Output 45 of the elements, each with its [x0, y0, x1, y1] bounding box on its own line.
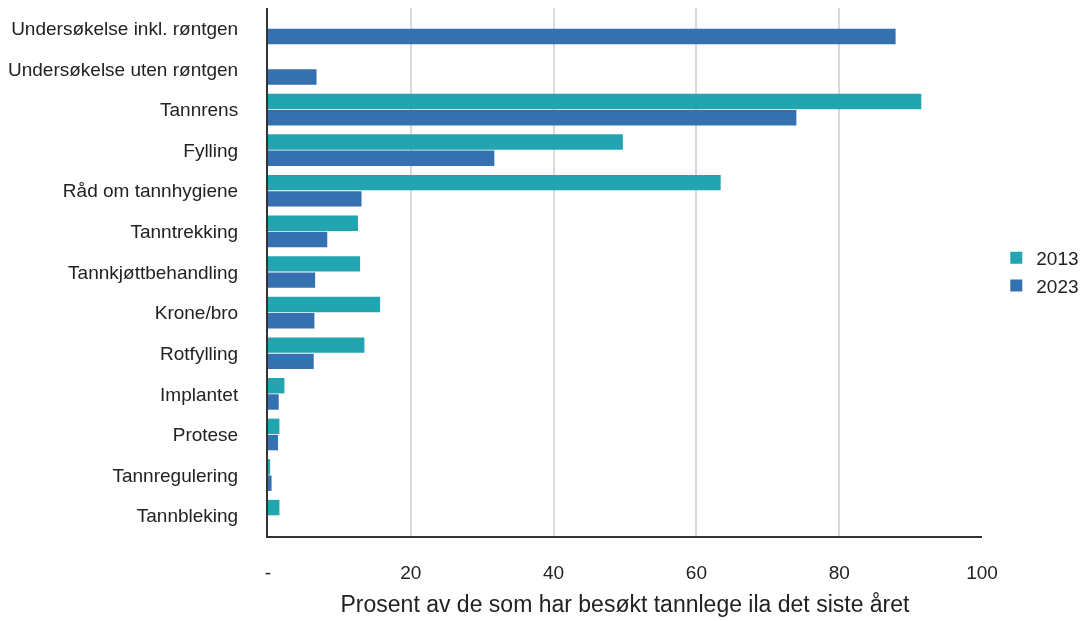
- x-tick-label: -: [264, 561, 272, 583]
- legend-label: 2013: [1036, 248, 1079, 270]
- y-tick-label: Tannbleking: [136, 505, 239, 527]
- y-tick-label: Protese: [172, 424, 239, 446]
- y-tick-label: Tannrens: [160, 99, 239, 121]
- y-tick-label: Tannkjøttbehandling: [68, 261, 239, 283]
- bar: [268, 109, 797, 126]
- bar: [268, 378, 285, 394]
- y-tick-label: Undersøkelse inkl. røntgen: [11, 17, 239, 39]
- bar: [268, 434, 278, 451]
- bar: [268, 475, 272, 491]
- bar: [268, 28, 896, 45]
- bar: [268, 394, 279, 410]
- y-tick-label: Krone/bro: [154, 302, 239, 324]
- y-tick-label: Råd om tannhygiene: [62, 180, 239, 202]
- bar: [268, 272, 316, 288]
- y-tick-label: Tannregulering: [112, 464, 239, 486]
- bar: [268, 134, 623, 150]
- x-tick-label: 60: [685, 561, 707, 583]
- y-tick-label: Fylling: [183, 139, 239, 161]
- x-tick-label: 20: [400, 561, 422, 583]
- x-tick-label: 100: [966, 561, 998, 583]
- bar: [268, 313, 315, 329]
- bar: [268, 150, 495, 166]
- bar: [268, 69, 317, 85]
- bar: [268, 459, 271, 475]
- bar: [268, 231, 328, 248]
- bar: [268, 337, 365, 353]
- y-tick-label: Tanntrekking: [130, 221, 239, 243]
- bar: [268, 418, 280, 435]
- bar: [268, 93, 922, 110]
- x-axis-title: Prosent av de som har besøkt tannlege ila det siste året: [340, 590, 911, 617]
- y-tick-label: Rotfylling: [160, 342, 239, 364]
- bar: [268, 191, 362, 207]
- y-tick-label: Undersøkelse uten røntgen: [7, 58, 239, 80]
- bar: [268, 499, 280, 516]
- x-tick-label: 80: [828, 561, 850, 583]
- bar: [268, 353, 314, 370]
- y-tick-label: Implantet: [160, 383, 239, 405]
- bar: [268, 296, 381, 313]
- x-tick-label: 40: [543, 561, 565, 583]
- bar: [268, 215, 358, 231]
- bar: [268, 256, 361, 272]
- legend-label: 2023: [1036, 275, 1079, 297]
- bar: [268, 174, 721, 191]
